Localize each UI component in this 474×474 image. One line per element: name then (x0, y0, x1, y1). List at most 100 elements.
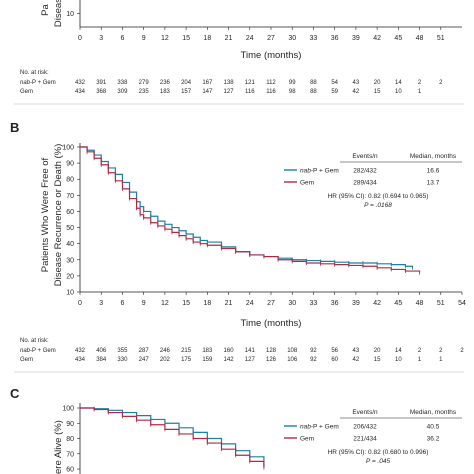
panel-b-x-tick-label: 51 (437, 300, 445, 307)
panel-a-x-tick-label: 51 (437, 35, 445, 42)
panel-b-at-risk-value: 127 (245, 357, 256, 363)
panel-c-ylabel: ere Alive (%) (53, 420, 64, 474)
panel-a-at-risk-value: 157 (181, 89, 192, 95)
panel-b-at-risk-value: 406 (96, 348, 107, 354)
panel-b-at-risk-value: 126 (266, 357, 277, 363)
panel-c-y-tick-label: 60 (66, 467, 74, 474)
panel-a-at-risk-value: 15 (374, 89, 381, 95)
panel-a-x-tick-label: 15 (182, 35, 190, 42)
panel-b-y-tick-label: 10 (66, 290, 74, 297)
panel-b-y-tick-label: 90 (66, 161, 74, 168)
panel-b-at-risk-value: 330 (117, 357, 128, 363)
panel-a-at-risk-value: 279 (139, 80, 150, 86)
panel-b-at-risk-value: 106 (287, 357, 298, 363)
panel-b-at-risk-value: 1 (418, 357, 422, 363)
panel-b-curve-nab (80, 146, 414, 268)
panel-a-at-risk-value: 10 (395, 89, 402, 95)
panel-b-at-risk-value: 434 (75, 357, 86, 363)
panel-a-at-risk-value: 54 (331, 80, 338, 86)
panel-a-x-tick-label: 42 (373, 35, 381, 42)
panel-b-y-tick-label: 100 (62, 145, 74, 152)
legend-b-median-nab: 16.6 (427, 168, 440, 175)
panel-a-at-risk-value: 391 (96, 80, 107, 86)
legend-b-header-events: Events/n (352, 153, 378, 160)
panel-b-y-tick-label: 20 (66, 273, 74, 280)
panel-a-at-risk-value: 14 (395, 80, 402, 86)
panel-b-x-tick-label: 54 (458, 300, 466, 307)
legend-b-events-gem: 289/434 (353, 180, 377, 187)
panel-b: B Patients Who Were Free of Disease Recu… (10, 120, 466, 363)
panel-b-x-tick-label: 42 (373, 300, 381, 307)
panel-a-x-tick-label: 21 (225, 35, 233, 42)
panel-a-x-tick-label: 3 (99, 35, 103, 42)
panel-a-x-tick-label: 30 (288, 35, 296, 42)
panel-c-y-tick-label: 90 (66, 421, 74, 428)
panel-a-at-risk-value: 112 (266, 80, 276, 86)
panel-b-at-risk-value: 108 (287, 348, 298, 354)
panel-a-xlabel: Time (months) (241, 50, 302, 61)
legend-c-name-nab: nab-P + Gem (300, 424, 339, 431)
panel-c-letter: C (10, 386, 20, 401)
panel-b-legend: Events/n Median, months nab-P + Gem 282/… (284, 153, 462, 209)
panel-b-at-risk-value: 92 (310, 357, 317, 363)
panel-b-p-value: P = .0168 (364, 202, 392, 209)
panel-b-x-tick-label: 15 (182, 300, 190, 307)
panel-b-at-risk-value: 15 (374, 357, 381, 363)
panel-a-at-risk-value: 88 (310, 89, 317, 95)
panel-b-at-risk-label-gem: Gem (20, 357, 33, 363)
panel-b-at-risk-value: 2 (418, 348, 422, 354)
panel-c: C ere Alive (%) 60 70 80 90 100 Events/n Med… (10, 386, 462, 474)
panel-c-p-value: P = .045 (366, 458, 391, 465)
legend-b-name-nab: nab-P + Gem (300, 168, 339, 175)
legend-c-events-gem: 221/434 (353, 436, 377, 443)
panel-b-at-risk-value: 56 (331, 348, 338, 354)
panel-b-at-risk-value: 142 (224, 357, 235, 363)
panel-b-at-risk-value: 432 (75, 348, 86, 354)
panel-b-x-tick-label: 27 (267, 300, 275, 307)
panel-a-at-risk-value: 309 (117, 89, 128, 95)
panel-a-at-risk-values: 432 391 338 279 236 204 167 138 121 112 99 88 54 43 20… (75, 80, 443, 95)
panel-b-at-risk-value: 2 (460, 348, 464, 354)
panel-b-at-risk-value: 246 (160, 348, 171, 354)
panel-a-at-risk-value: 432 (75, 80, 86, 86)
panel-b-at-risk-value: 384 (96, 357, 107, 363)
panel-b-at-risk-value: 159 (202, 357, 213, 363)
panel-b-at-risk-value: 20 (374, 348, 381, 354)
panel-b-at-risk-value: 42 (353, 357, 360, 363)
panel-c-y-tick-label: 100 (62, 406, 74, 413)
panel-a-at-risk-value: 116 (266, 89, 276, 95)
panel-b-letter: B (10, 120, 19, 135)
panel-a-x-tick-label: 36 (331, 35, 339, 42)
panel-b-x-tick-label: 12 (161, 300, 169, 307)
panel-b-at-risk-value: 160 (224, 348, 235, 354)
panel-b-at-risk-value: 14 (395, 348, 402, 354)
panel-a-at-risk-value: 167 (202, 80, 213, 86)
legend-c-median-nab: 40.5 (427, 424, 440, 431)
panel-b-at-risk-value: 183 (202, 348, 213, 354)
panel-c-y-tick-label: 80 (66, 436, 74, 443)
panel-b-at-risk-value: 355 (117, 348, 128, 354)
panel-a-at-risk-value: 20 (374, 80, 381, 86)
panel-a-at-risk-value: 127 (224, 89, 235, 95)
panel-a-x-tick-label: 9 (142, 35, 146, 42)
panel-b-x-tick-label: 36 (331, 300, 339, 307)
panel-b-y-tick-label: 60 (66, 209, 74, 216)
panel-b-at-risk-value: 10 (395, 357, 402, 363)
panel-a-at-risk-value: 236 (160, 80, 171, 86)
panel-a-at-risk-value: 368 (96, 89, 107, 95)
panel-c-curves (80, 406, 265, 470)
panel-b-x-tick-label: 21 (225, 300, 233, 307)
panel-a-at-risk-value: 338 (117, 80, 128, 86)
panel-b-y-ticks: 10 20 30 40 50 60 70 80 90 100 (62, 145, 80, 297)
panel-c-hr: HR (95% CI): 0.82 (0.680 to 0.996) (328, 449, 429, 456)
legend-c-median-gem: 36.2 (427, 436, 440, 443)
panel-b-at-risk-value: 128 (266, 348, 277, 354)
panel-b-y-tick-label: 40 (66, 241, 74, 248)
panel-a-at-risk-value: 2 (418, 80, 422, 86)
panel-a-x-ticks: 0 3 6 9 12 15 18 21 24 27 30 33 36 39 42 45 48 51 (78, 27, 445, 42)
panel-a-x-tick-label: 24 (246, 35, 254, 42)
panel-b-x-tick-label: 33 (310, 300, 318, 307)
panel-b-at-risk-value: 175 (181, 357, 192, 363)
panel-a: 10 Pa Disease 0 3 6 9 12 15 18 21 24 27 30 33 36 39 42… (20, 0, 462, 95)
panel-b-x-tick-label: 30 (288, 300, 296, 307)
